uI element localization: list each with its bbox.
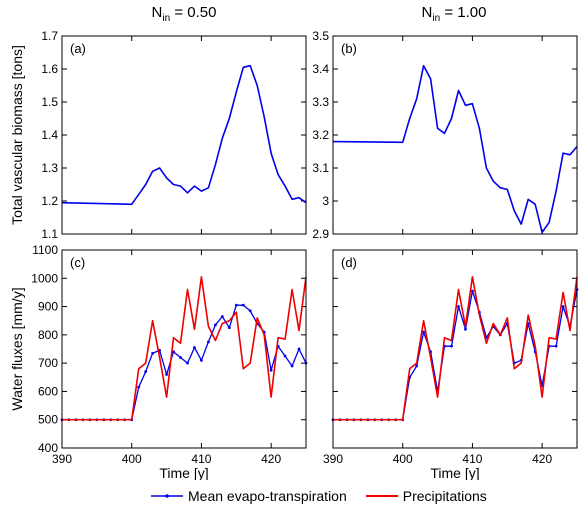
chart-panel-c: 390 400 410 42040050060070080090010001100(c… <box>9 243 308 480</box>
data-point <box>200 358 203 362</box>
series-line-et <box>333 289 578 421</box>
data-point <box>269 368 273 372</box>
y-tick-label: 1.5 <box>41 95 58 109</box>
y-tick-label: 1.6 <box>41 62 58 76</box>
y-tick-label: 3.4 <box>312 62 329 76</box>
legend-label-precip: Precipitations <box>402 488 487 504</box>
data-point <box>165 373 168 376</box>
data-point <box>283 354 287 358</box>
data-point <box>450 344 453 348</box>
y-tick-label: 1.7 <box>41 29 58 43</box>
legend-swatch-precip <box>365 495 398 497</box>
y-tick-label: 1000 <box>31 271 58 285</box>
panel-label: (b) <box>341 41 357 56</box>
figure: 1.1 1.2 1.3 1.4 1.5 1.6 1.7 (a) Total vascular b… <box>9 29 579 480</box>
chart-panel-a: 1.1 1.2 1.3 1.4 1.5 1.6 1.7 (a) Total vascular b… <box>9 29 307 241</box>
x-tick-label: 400 <box>122 452 142 466</box>
data-point <box>186 361 189 365</box>
series-line-biomass <box>332 64 578 234</box>
series-line-biomass <box>61 64 307 206</box>
x-tick-label: 410 <box>462 452 482 466</box>
y-tick-label: 2.9 <box>312 227 329 241</box>
y-tick-label: 3.5 <box>312 29 329 43</box>
header-right-sub: in <box>432 13 441 24</box>
legend-item-et: Mean evapo-transpiration <box>150 488 347 504</box>
plot-frame <box>332 35 578 235</box>
y-tick-label: 1.4 <box>41 128 58 142</box>
x-tick-label: 410 <box>191 452 211 466</box>
plot-frame <box>61 249 307 449</box>
y-tick-label: 3.2 <box>312 128 329 142</box>
data-point <box>415 364 419 368</box>
y-tick-label: 3.1 <box>312 161 329 175</box>
y-tick-label: 800 <box>38 328 58 342</box>
series-line-precip <box>333 276 578 421</box>
x-tick-label: 400 <box>393 452 413 466</box>
y-axis-label: Total vascular biomass [tons] <box>9 45 25 225</box>
data-point <box>193 346 196 349</box>
panel-label: (d) <box>341 255 357 270</box>
y-tick-label: 1.1 <box>41 227 58 241</box>
data-point <box>172 350 175 354</box>
plot-frame <box>61 35 307 235</box>
x-tick-label: 390 <box>323 452 343 466</box>
data-point <box>137 385 141 389</box>
series-line-precip <box>62 276 307 421</box>
y-tick-label: 600 <box>38 384 58 398</box>
data-point <box>144 370 148 374</box>
header-left-main: N <box>151 4 163 21</box>
x-tick-label: 390 <box>52 452 72 466</box>
data-point <box>234 303 238 307</box>
y-tick-label: 400 <box>38 441 58 455</box>
x-axis-label: Time [y] <box>430 465 479 480</box>
y-tick-label: 3.3 <box>312 95 329 109</box>
y-tick-label: 500 <box>38 413 58 427</box>
chart-panel-d: 390 400 410 420 (d) Time [y] <box>323 249 579 480</box>
legend-swatch-et <box>151 494 183 498</box>
x-tick-label: 420 <box>261 452 281 466</box>
data-point <box>554 344 558 348</box>
header-right: Nin = 1.00 <box>374 4 534 24</box>
y-tick-label: 1.2 <box>41 194 58 208</box>
y-tick-label: 700 <box>38 356 58 370</box>
header-right-value: = 1.00 <box>444 4 487 21</box>
header-left-sub: in <box>162 13 171 24</box>
header-left-value: = 0.50 <box>174 4 217 21</box>
data-point <box>241 303 245 307</box>
y-axis-label: Water fluxes [mm/y] <box>9 287 25 410</box>
data-point <box>248 309 252 313</box>
data-point <box>464 327 467 331</box>
chart-panel-b: 2.9 3 3.1 3.2 3.3 3.4 3.5 (b) <box>312 29 578 241</box>
data-point <box>220 315 224 318</box>
panel-label: (c) <box>70 255 85 270</box>
data-point <box>471 289 474 293</box>
data-point <box>290 364 294 368</box>
header-right-main: N <box>421 4 433 21</box>
y-tick-label: 900 <box>38 300 58 314</box>
legend: Mean evapo-transpiration Precipitations <box>150 484 520 508</box>
data-point <box>207 340 210 344</box>
y-tick-label: 1.3 <box>41 161 58 175</box>
panel-label: (a) <box>70 41 86 56</box>
x-tick-label: 420 <box>532 452 552 466</box>
data-point <box>561 305 565 308</box>
data-point <box>227 326 231 330</box>
plot-frame <box>332 249 578 449</box>
data-point <box>179 356 182 359</box>
y-tick-label: 3 <box>322 194 329 208</box>
legend-item-precip: Precipitations <box>365 488 487 504</box>
data-point <box>151 351 155 355</box>
data-point <box>213 323 217 327</box>
header-left: Nin = 0.50 <box>104 4 264 24</box>
data-point <box>457 305 460 308</box>
legend-label-et: Mean evapo-transpiration <box>188 488 347 504</box>
data-point <box>422 330 426 334</box>
y-tick-label: 1100 <box>32 243 58 257</box>
x-axis-label: Time [y] <box>159 465 208 480</box>
data-point <box>297 347 301 351</box>
